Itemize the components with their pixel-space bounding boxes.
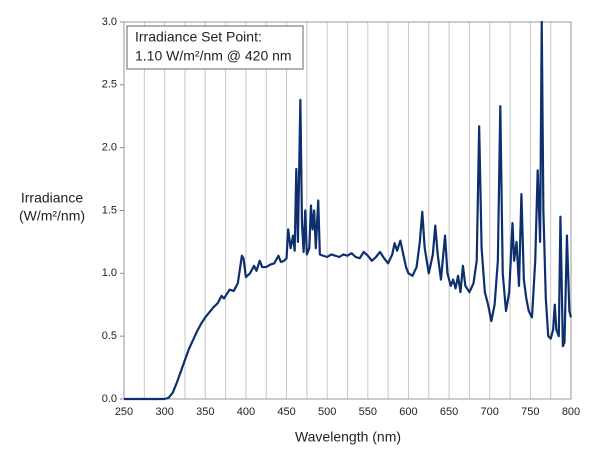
annotation-box [126,25,304,70]
y-tick-label: 2.0 [102,142,117,154]
y-tick-label: 0.0 [102,393,117,405]
y-tick-label: 1.0 [102,267,117,279]
x-tick-label: 450 [277,406,295,418]
plot-frame [123,21,572,400]
x-tick-label: 800 [562,406,580,418]
x-tick-label: 750 [521,406,539,418]
x-tick-label: 250 [115,406,133,418]
x-tick-label: 550 [359,406,377,418]
annotation: 1.10 W/m²/nm @ 420 nm [135,48,292,64]
x-axis-label: Wavelength (nm) [295,429,401,445]
y-axis-label: (W/m²/nm) [19,208,85,224]
annotation: Irradiance Set Point: [135,29,262,45]
y-tick-label: 0.5 [102,330,117,342]
x-tick-label: 650 [440,406,458,418]
y-axis-label: Irradiance [21,190,83,206]
y-tick-label: 3.0 [102,16,117,28]
x-tick-label: 500 [318,406,336,418]
x-tick-label: 600 [399,406,417,418]
x-tick-label: 350 [196,406,214,418]
y-tick-label: 2.5 [102,79,117,91]
spectrum-line [124,20,573,401]
x-tick-label: 700 [481,406,499,418]
y-tick-label: 1.5 [102,204,117,216]
x-tick-label: 400 [237,406,255,418]
x-tick-label: 300 [155,406,173,418]
